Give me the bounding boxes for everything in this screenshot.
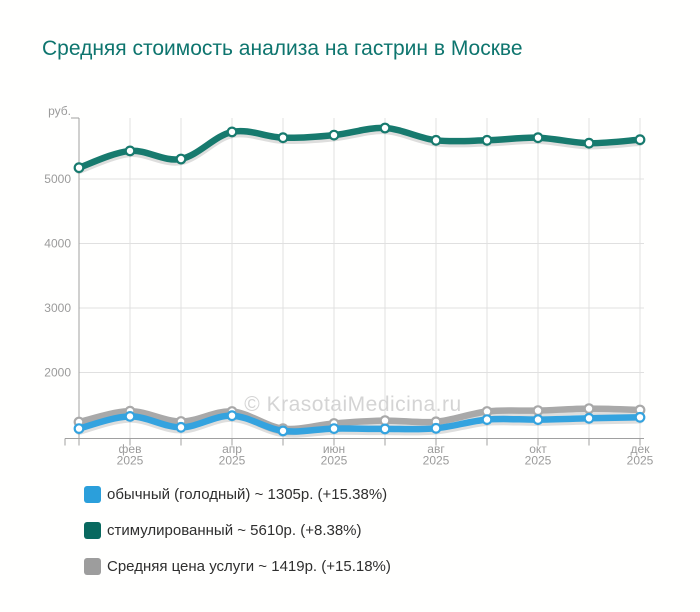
chart-grid <box>79 118 644 439</box>
data-point-ordinary[interactable] <box>634 411 646 423</box>
legend-swatch-icon <box>84 486 101 503</box>
x-tick-label-year: 2025 <box>423 454 450 468</box>
legend-swatch-icon <box>84 522 101 539</box>
data-point-ordinary[interactable] <box>583 412 595 424</box>
legend-swatch-icon <box>84 558 101 575</box>
data-point-stimulated[interactable] <box>430 134 442 146</box>
x-tick-label-month: апр <box>222 442 242 456</box>
y-tick-label: 5000 <box>44 172 71 186</box>
x-tick-label-month: фев <box>119 442 142 456</box>
data-point-stimulated[interactable] <box>328 129 340 141</box>
x-tick-label-month: июн <box>323 442 345 456</box>
data-point-stimulated[interactable] <box>226 126 238 138</box>
x-tick-label-year: 2025 <box>525 454 552 468</box>
data-point-ordinary[interactable] <box>277 425 289 437</box>
x-tick-label-month: окт <box>529 442 547 456</box>
x-tick-label-year: 2025 <box>117 454 144 468</box>
chart-series <box>73 122 646 438</box>
series-shadow-stimulated <box>74 125 645 174</box>
data-point-ordinary[interactable] <box>73 423 85 435</box>
x-tick-label-month: авг <box>427 442 445 456</box>
data-point-stimulated[interactable] <box>532 132 544 144</box>
y-axis-unit-label: руб. <box>48 104 71 118</box>
legend-item-label: стимулированный ~ 5610р. (+8.38%) <box>107 522 362 539</box>
x-tick-label-month: дек <box>631 442 651 456</box>
data-point-average-price[interactable] <box>532 405 544 417</box>
data-point-ordinary[interactable] <box>124 411 136 422</box>
data-point-ordinary[interactable] <box>430 422 442 434</box>
data-point-stimulated[interactable] <box>634 134 646 146</box>
data-point-stimulated[interactable] <box>73 162 85 174</box>
data-point-average-price[interactable] <box>583 403 595 415</box>
data-point-ordinary[interactable] <box>532 414 544 426</box>
legend-item-ordinary[interactable]: обычный (голодный) ~ 1305р. (+15.38%) <box>84 486 391 503</box>
y-tick-label: 2000 <box>44 366 71 380</box>
legend-item-label: Средняя цена услуги ~ 1419р. (+15.18%) <box>107 558 391 575</box>
chart-legend: обычный (голодный) ~ 1305р. (+15.38%) сти… <box>84 486 391 594</box>
data-point-stimulated[interactable] <box>277 132 289 144</box>
x-tick-label-year: 2025 <box>627 454 654 468</box>
x-tick-label-year: 2025 <box>321 454 348 468</box>
watermark-text: © KrasotaiMedicina.ru <box>244 393 461 416</box>
data-point-stimulated[interactable] <box>481 134 493 146</box>
data-point-ordinary[interactable] <box>379 423 391 435</box>
y-tick-label: 3000 <box>44 301 71 315</box>
data-point-ordinary[interactable] <box>226 410 238 422</box>
data-point-stimulated[interactable] <box>379 122 391 134</box>
chart-title: Средняя стоимость анализа на гастрин в М… <box>42 37 523 60</box>
legend-item-stimulated[interactable]: стимулированный ~ 5610р. (+8.38%) <box>84 522 391 539</box>
data-point-ordinary[interactable] <box>328 423 340 435</box>
x-tick-label-year: 2025 <box>219 454 246 468</box>
data-point-stimulated[interactable] <box>124 145 136 157</box>
y-tick-label: 4000 <box>44 237 71 251</box>
data-point-ordinary[interactable] <box>481 414 493 426</box>
legend-item-average-price[interactable]: Средняя цена услуги ~ 1419р. (+15.18%) <box>84 558 391 575</box>
data-point-stimulated[interactable] <box>175 153 187 165</box>
data-point-stimulated[interactable] <box>583 137 595 149</box>
chart-axes: 5000400030002000руб.фев2025апр2025июн202… <box>44 104 653 468</box>
legend-item-label: обычный (голодный) ~ 1305р. (+15.38%) <box>107 486 388 503</box>
data-point-ordinary[interactable] <box>175 421 187 433</box>
